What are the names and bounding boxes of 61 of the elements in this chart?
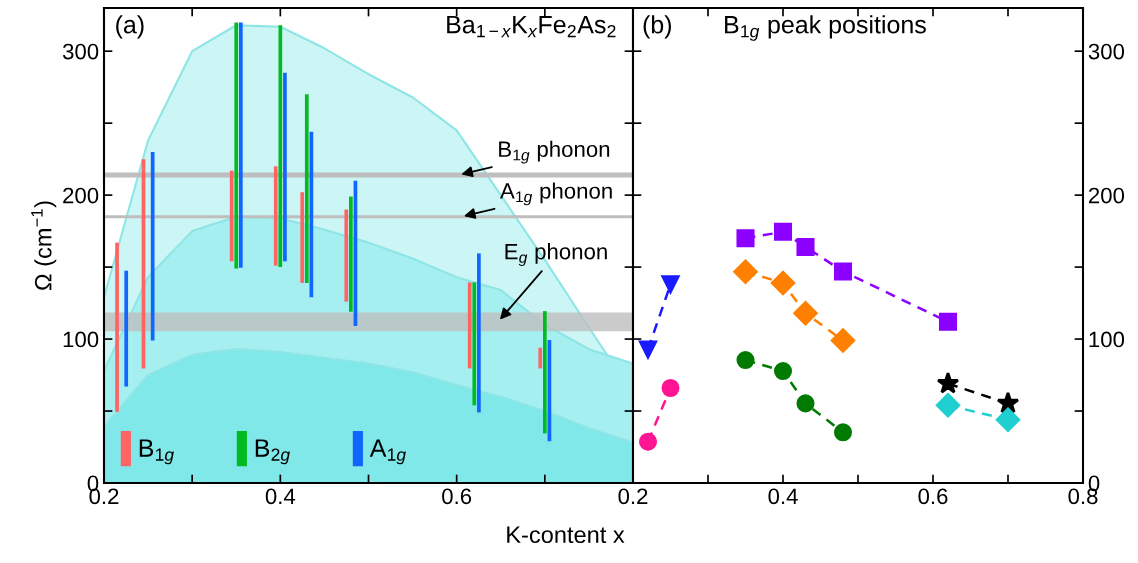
chart-subtitle: B$_{1g}$ peak positions [725, 15, 926, 41]
y-tick-label: 300 [62, 43, 99, 60]
point [936, 371, 960, 394]
bar [300, 192, 305, 283]
legend-label: B$_{2g}$ [255, 439, 290, 465]
chart-title: (b) [643, 15, 671, 39]
point [833, 262, 853, 281]
x-tick-label: 0.4 [265, 488, 296, 505]
x-tick-label: 0.6 [442, 488, 472, 505]
bar [304, 94, 309, 283]
ref-line-label: B$_{1g}$ phonon [499, 140, 610, 164]
point [733, 259, 758, 284]
bar [542, 311, 547, 434]
point [661, 378, 680, 398]
x-tick-label: 0.2 [618, 488, 648, 505]
bar [344, 209, 349, 302]
point [736, 229, 755, 248]
chart-subtitle: Ba$_{1−x}$K$_{x}$Fe$_{2}$As$_{2}$ [447, 15, 616, 38]
bar [124, 270, 129, 387]
point [796, 237, 815, 256]
point [770, 270, 796, 296]
chart-title: (a) [116, 15, 144, 39]
point [661, 275, 680, 294]
bar [234, 22, 239, 269]
point [773, 222, 793, 241]
bar [349, 196, 353, 312]
point [773, 361, 793, 381]
bar [115, 242, 119, 412]
legend-label: B$_{1g}$ [139, 439, 174, 465]
bar [238, 22, 243, 268]
point [638, 340, 658, 359]
band-label: E$_{g}$ phonon [505, 243, 607, 266]
point [638, 432, 658, 451]
ref-line-label: A$_{1g}$ phonon [500, 182, 612, 206]
bar [477, 253, 481, 413]
point [833, 423, 853, 442]
point [793, 300, 818, 326]
point [796, 394, 815, 413]
bar [283, 72, 287, 262]
bar [538, 347, 543, 369]
y-axis-title: Ω (cm$^{−1}$) [31, 201, 57, 291]
x-axis-title: K-content x [507, 526, 625, 544]
bar [472, 282, 477, 406]
y2-tick-label: 200 [1088, 187, 1125, 204]
point [830, 328, 856, 353]
legend-label: A$_{1g}$ [369, 439, 406, 465]
bar [150, 151, 155, 341]
bar [229, 170, 234, 262]
point [935, 393, 961, 418]
point [995, 407, 1021, 432]
bar [273, 166, 278, 266]
point [938, 312, 958, 331]
y2-tick-label: 100 [1089, 331, 1125, 348]
x-tick-label: 0.6 [918, 488, 948, 505]
y-tick-label: 100 [63, 331, 99, 348]
bar [467, 282, 472, 369]
bar [278, 25, 283, 268]
x-tick-label: 0.4 [768, 488, 798, 505]
point [736, 351, 755, 370]
y-tick-label: 200 [63, 187, 99, 204]
y2-tick-label: 300 [1088, 43, 1125, 60]
